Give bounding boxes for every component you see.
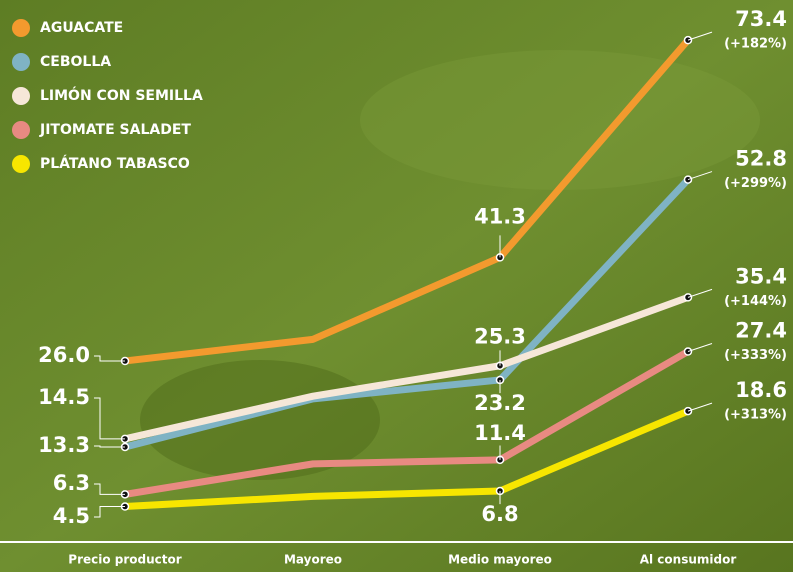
data-label: 26.0 [38, 343, 90, 367]
x-tick-label: Precio productor [68, 553, 181, 567]
x-tick-label: Medio mayoreo [448, 553, 552, 567]
legend-swatch [12, 155, 30, 173]
data-label: 27.4 [735, 319, 787, 343]
data-label: 4.5 [53, 504, 90, 528]
change-label: (+313%) [724, 408, 787, 423]
legend-swatch [12, 53, 30, 71]
data-label: 25.3 [474, 325, 526, 349]
data-label: 11.4 [474, 421, 526, 445]
data-label: 6.8 [481, 502, 518, 526]
data-label: 52.8 [735, 147, 787, 171]
data-label: 14.5 [38, 385, 90, 409]
legend-label: PLÁTANO TABASCO [40, 155, 190, 172]
data-label: 35.4 [735, 264, 787, 288]
data-label: 73.4 [735, 7, 787, 31]
change-label: (+182%) [724, 37, 787, 52]
background-shape [360, 50, 760, 190]
data-label: 23.2 [474, 391, 526, 415]
change-label: (+144%) [724, 294, 787, 309]
data-label: 13.3 [38, 433, 90, 457]
data-label: 41.3 [474, 204, 526, 228]
chart: Precio productor Mayoreo Medio mayoreo Al c… [0, 0, 793, 572]
x-tick-label: Al consumidor [640, 553, 737, 567]
legend-label: CEBOLLA [40, 54, 111, 70]
data-label: 18.6 [735, 378, 787, 402]
legend-swatch [12, 19, 30, 37]
legend-swatch [12, 87, 30, 105]
change-label: (+333%) [724, 348, 787, 363]
change-label: (+299%) [724, 176, 787, 191]
legend-label: JITOMATE SALADET [39, 122, 191, 138]
legend-swatch [12, 121, 30, 139]
legend-label: LIMÓN CON SEMILLA [40, 86, 203, 104]
legend-label: AGUACATE [40, 20, 123, 36]
x-tick-label: Mayoreo [284, 553, 342, 567]
data-label: 6.3 [53, 471, 90, 495]
